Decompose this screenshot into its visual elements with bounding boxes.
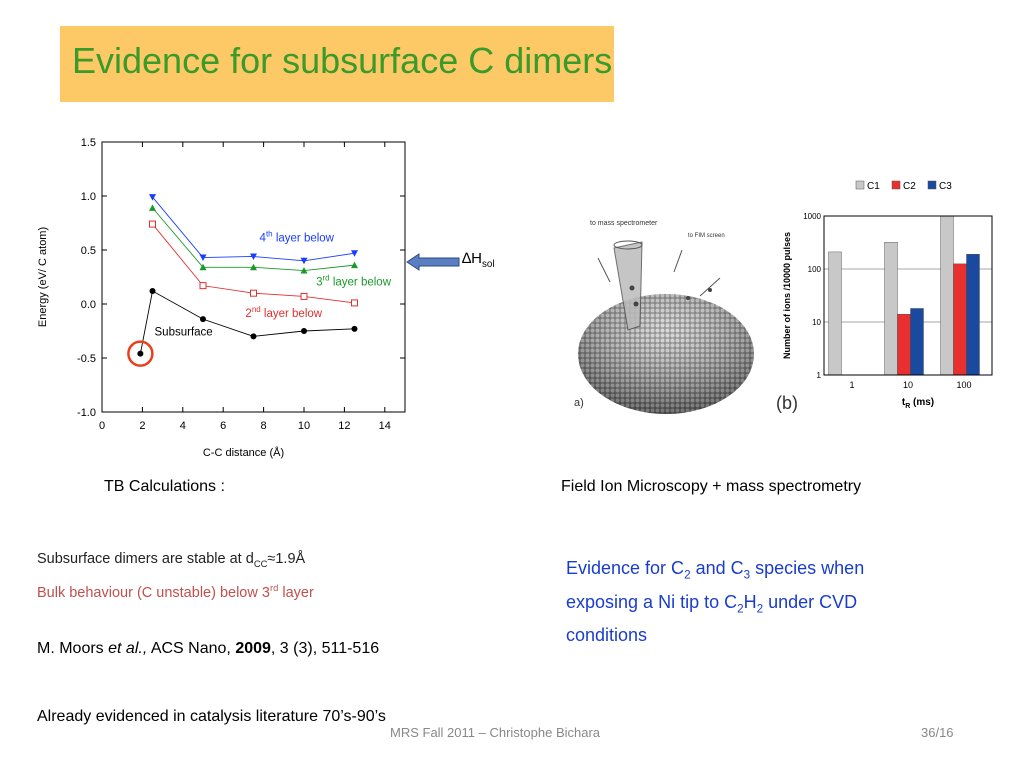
y-tick-label: 10: [812, 318, 821, 327]
data-point: [149, 204, 156, 211]
data-point: [250, 253, 257, 260]
y-axis-label: Number of ions /10000 pulses: [782, 232, 792, 359]
plot-frame: [101, 141, 406, 413]
title-banner: [60, 26, 614, 102]
energy-chart: 0 2 4 6 8 10 12 14 -1.0 -0.5 0.0 0.5 1.0 1.5 C-C dista…: [37, 137, 406, 459]
legend-label: C2: [903, 181, 916, 192]
bar: [897, 314, 911, 376]
y-tick-label: -0.5: [77, 353, 96, 365]
data-point: [250, 289, 257, 297]
data-point: [137, 350, 144, 357]
fim-caption: Field Ion Microscopy + mass spectrometry: [561, 478, 862, 495]
data-point: [351, 299, 358, 307]
y-tick-label: 100: [808, 265, 822, 274]
legend-label: C1: [867, 181, 880, 192]
data-point: [149, 288, 156, 295]
bar: [953, 263, 967, 376]
x-tick-label: 1: [849, 380, 854, 390]
data-point: [250, 263, 257, 271]
highlight-circle: [127, 340, 154, 367]
x-axis-label: C-C distance (Å): [203, 446, 284, 459]
data-point: [300, 292, 308, 300]
to-fim-label: to FIM screen: [688, 233, 725, 239]
data-point: [300, 267, 308, 274]
series-label: 2nd layer below: [245, 305, 322, 320]
data-point: [199, 254, 207, 262]
bar: [910, 308, 924, 376]
footer-text: MRS Fall 2011 – Christophe Bichara: [390, 725, 601, 740]
data-point: [199, 282, 207, 290]
bar: [966, 254, 980, 376]
reference-text: M. Moors et al., ACS Nano, 2009, 3 (3), …: [37, 640, 380, 657]
to-mass-label: to mass spectrometer: [590, 220, 658, 227]
y-tick-label: 1: [817, 371, 822, 380]
data-point: [200, 316, 206, 323]
legend-swatch: [927, 180, 937, 190]
x-tick-label: 6: [220, 420, 226, 432]
data-point: [300, 257, 308, 265]
x-tick-label: 12: [338, 420, 350, 432]
legend-label: C3: [939, 181, 952, 192]
evidence-text: Evidence for C2 and C3 species when expo…: [566, 558, 865, 646]
slide-title: Evidence for subsurface C dimers: [72, 40, 613, 81]
bar: [828, 251, 842, 376]
tb-caption: TB Calculations :: [104, 478, 225, 495]
series-label: 4th layer below: [260, 229, 335, 244]
legend-swatch: [855, 180, 865, 190]
data-point: [149, 194, 156, 201]
stable-dimers-text: Subsurface dimers are stable at dCC≈1.9Å: [37, 551, 306, 569]
x-tick-label: 4: [180, 420, 186, 432]
y-tick-label: 1000: [803, 212, 821, 221]
x-tick-label: 100: [956, 380, 971, 390]
x-tick-label: 10: [903, 380, 913, 390]
delta-h-sol-label: ∆Hsol: [462, 250, 495, 270]
y-tick-label: 0.5: [81, 245, 96, 257]
data-point: [250, 333, 257, 340]
data-point: [351, 325, 358, 332]
data-point: [149, 220, 156, 228]
x-tick-label: 14: [379, 420, 391, 432]
y-axis-label: Energy (eV/ C atom): [37, 227, 49, 327]
x-axis-label: tR (ms): [902, 397, 934, 410]
x-tick-label: 8: [261, 420, 267, 432]
literature-text: Already evidenced in catalysis literatur…: [37, 708, 386, 725]
data-point: [351, 250, 358, 257]
y-tick-label: -1.0: [77, 407, 96, 419]
left-arrow-icon: [406, 253, 460, 271]
series-label: 3rd layer below: [316, 274, 392, 289]
y-tick-label: 1.0: [81, 191, 96, 203]
series-line: [139, 290, 355, 354]
y-tick-label: 0.0: [81, 299, 96, 311]
bar: [884, 242, 898, 376]
panel-b-label: (b): [776, 393, 798, 413]
data-point: [351, 261, 358, 269]
legend-swatch: [891, 180, 901, 190]
bar: [940, 215, 954, 376]
y-tick-label: 1.5: [81, 137, 96, 149]
ion-count-chart: C1 C2 C3 1 10 100 1000 1 10 100 tR (ms) Number of i…: [776, 180, 993, 413]
series-label: Subsurface: [155, 326, 213, 338]
series-line: [152, 196, 355, 262]
panel-a-label: a): [574, 397, 584, 409]
page-number: 36/16: [921, 725, 954, 740]
data-point: [199, 263, 207, 271]
data-point: [301, 328, 307, 334]
plot-frame: [823, 215, 993, 376]
bulk-behaviour-text: Bulk behaviour (C unstable) below 3rd la…: [37, 582, 314, 601]
x-tick-label: 0: [99, 420, 105, 432]
x-tick-label: 10: [298, 420, 310, 432]
fim-tip-image: to mass spectrometer to FIM screen a): [574, 220, 754, 414]
x-tick-label: 2: [139, 420, 145, 432]
